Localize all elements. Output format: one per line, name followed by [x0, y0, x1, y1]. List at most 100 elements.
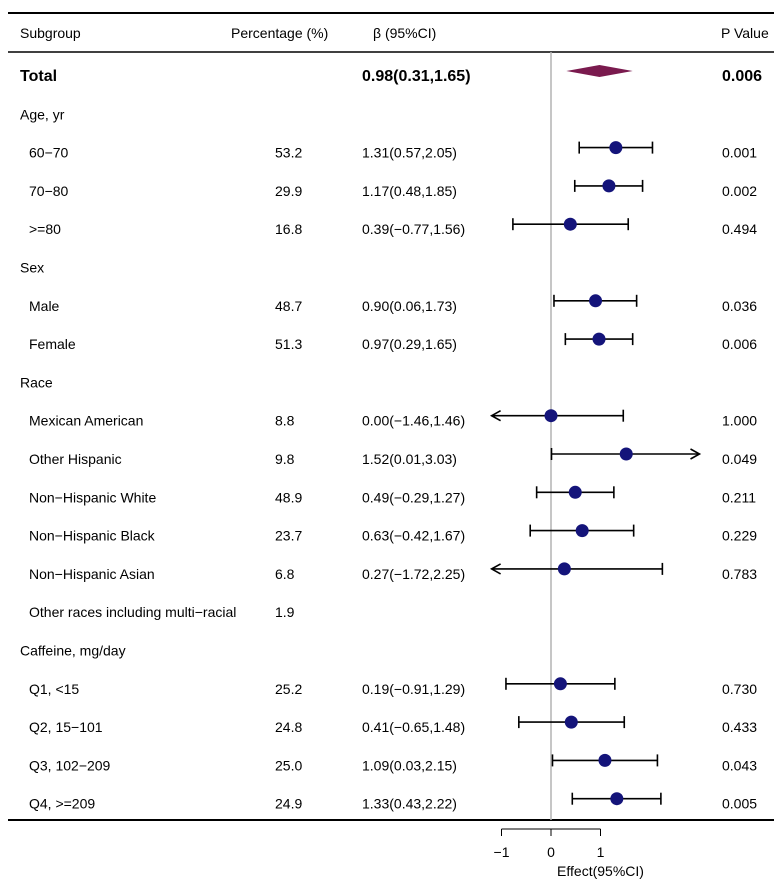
table-row: Q4, >=209 24.9 1.33(0.43,2.22) 0.005 — [29, 796, 757, 812]
row-beta-ci: 0.19(−0.91,1.29) — [362, 681, 465, 697]
ci-arrow-left — [489, 563, 501, 575]
row-beta-ci: 0.98(0.31,1.65) — [362, 68, 471, 85]
header-subgroup: Subgroup — [20, 25, 81, 41]
point-estimate — [544, 409, 558, 423]
row-label: Total — [20, 68, 57, 85]
point-estimate — [609, 141, 623, 155]
row-pvalue: 0.001 — [722, 145, 757, 161]
point-estimate — [575, 524, 589, 538]
table-row: Other races including multi−racial 1.9 — [29, 604, 295, 620]
table-row: Female 51.3 0.97(0.29,1.65) 0.006 — [29, 336, 757, 352]
row-pvalue: 0.006 — [722, 336, 757, 352]
row-pvalue: 1.000 — [722, 413, 757, 429]
row-label: Age, yr — [20, 106, 65, 122]
row-percentage: 6.8 — [275, 566, 295, 582]
table-row: Male 48.7 0.90(0.06,1.73) 0.036 — [29, 298, 757, 314]
point-estimate — [592, 332, 606, 346]
row-pvalue: 0.036 — [722, 298, 757, 314]
row-percentage: 16.8 — [275, 221, 302, 237]
row-label: Q3, 102−209 — [29, 757, 111, 773]
table-row: Non−Hispanic Asian 6.8 0.27(−1.72,2.25) 0.7… — [29, 566, 757, 582]
x-tick-label: −1 — [494, 844, 510, 860]
table-row: >=80 16.8 0.39(−0.77,1.56) 0.494 — [29, 221, 757, 237]
row-pvalue: 0.783 — [722, 566, 757, 582]
point-estimate — [598, 753, 612, 767]
row-beta-ci: 0.97(0.29,1.65) — [362, 336, 457, 352]
point-estimate — [563, 217, 577, 231]
row-percentage: 25.0 — [275, 757, 302, 773]
row-pvalue: 0.494 — [722, 221, 757, 237]
chart-marks — [489, 65, 702, 806]
row-pvalue: 0.043 — [722, 757, 757, 773]
row-pvalue: 0.049 — [722, 451, 757, 467]
header-pvalue: P Value — [721, 25, 769, 41]
table-row: Sex — [20, 260, 44, 276]
ci-arrow-right — [690, 448, 702, 460]
row-label: Q4, >=209 — [29, 796, 95, 812]
row-label: Q2, 15−101 — [29, 719, 103, 735]
row-percentage: 29.9 — [275, 183, 302, 199]
row-percentage: 1.9 — [275, 604, 295, 620]
total-diamond — [566, 65, 633, 77]
table-row: Q1, <15 25.2 0.19(−0.91,1.29) 0.730 — [29, 681, 757, 697]
row-label: Mexican American — [29, 413, 143, 429]
row-percentage: 9.8 — [275, 451, 295, 467]
row-percentage: 8.8 — [275, 413, 295, 429]
row-label: Q1, <15 — [29, 681, 79, 697]
row-label: Sex — [20, 260, 44, 276]
row-label: Male — [29, 298, 60, 314]
row-percentage: 48.7 — [275, 298, 302, 314]
row-label: Non−Hispanic Asian — [29, 566, 155, 582]
row-pvalue: 0.433 — [722, 719, 757, 735]
point-estimate — [610, 792, 624, 806]
table-row: Non−Hispanic Black 23.7 0.63(−0.42,1.67) 0.… — [29, 528, 757, 544]
row-percentage: 24.8 — [275, 719, 302, 735]
point-estimate — [619, 447, 633, 461]
row-pvalue: 0.730 — [722, 681, 757, 697]
row-beta-ci: 0.41(−0.65,1.48) — [362, 719, 465, 735]
row-beta-ci: 0.39(−0.77,1.56) — [362, 221, 465, 237]
row-label: 70−80 — [29, 183, 69, 199]
table-row: Q3, 102−209 25.0 1.09(0.03,2.15) 0.043 — [29, 757, 757, 773]
row-beta-ci: 0.00(−1.46,1.46) — [362, 413, 465, 429]
row-beta-ci: 1.52(0.01,3.03) — [362, 451, 457, 467]
row-percentage: 51.3 — [275, 336, 302, 352]
point-estimate — [589, 294, 603, 308]
header-percentage: Percentage (%) — [231, 25, 328, 41]
row-label: 60−70 — [29, 145, 69, 161]
x-tick-label: 1 — [597, 844, 605, 860]
row-label: >=80 — [29, 221, 61, 237]
table-row: 70−80 29.9 1.17(0.48,1.85) 0.002 — [29, 183, 757, 199]
row-beta-ci: 1.09(0.03,2.15) — [362, 757, 457, 773]
header-beta: β (95%CI) — [373, 25, 436, 41]
row-pvalue: 0.211 — [722, 489, 756, 505]
row-label: Non−Hispanic White — [29, 489, 156, 505]
point-estimate — [564, 715, 578, 729]
ci-arrow-left — [489, 410, 501, 422]
point-estimate — [568, 485, 582, 499]
row-label: Female — [29, 336, 76, 352]
row-percentage: 48.9 — [275, 489, 302, 505]
row-pvalue: 0.005 — [722, 796, 757, 812]
row-beta-ci: 1.33(0.43,2.22) — [362, 796, 457, 812]
table-row: Total 0.98(0.31,1.65) 0.006 — [20, 68, 762, 85]
point-estimate — [553, 677, 567, 691]
point-estimate — [602, 179, 616, 193]
table-row: 60−70 53.2 1.31(0.57,2.05) 0.001 — [29, 145, 757, 161]
table-row: Caffeine, mg/day — [20, 643, 126, 659]
row-percentage: 23.7 — [275, 528, 302, 544]
row-label: Other races including multi−racial — [29, 604, 236, 620]
x-axis-label: Effect(95%CI) — [557, 863, 644, 879]
table-row: Mexican American 8.8 0.00(−1.46,1.46) 1.000 — [29, 413, 757, 429]
row-label: Caffeine, mg/day — [20, 643, 126, 659]
point-estimate — [557, 562, 571, 576]
row-percentage: 24.9 — [275, 796, 302, 812]
table-row: Non−Hispanic White 48.9 0.49(−0.29,1.27) 0.… — [29, 489, 756, 505]
row-beta-ci: 1.31(0.57,2.05) — [362, 145, 457, 161]
row-pvalue: 0.006 — [722, 68, 762, 85]
row-beta-ci: 1.17(0.48,1.85) — [362, 183, 457, 199]
row-label: Other Hispanic — [29, 451, 122, 467]
row-percentage: 53.2 — [275, 145, 302, 161]
row-beta-ci: 0.90(0.06,1.73) — [362, 298, 457, 314]
